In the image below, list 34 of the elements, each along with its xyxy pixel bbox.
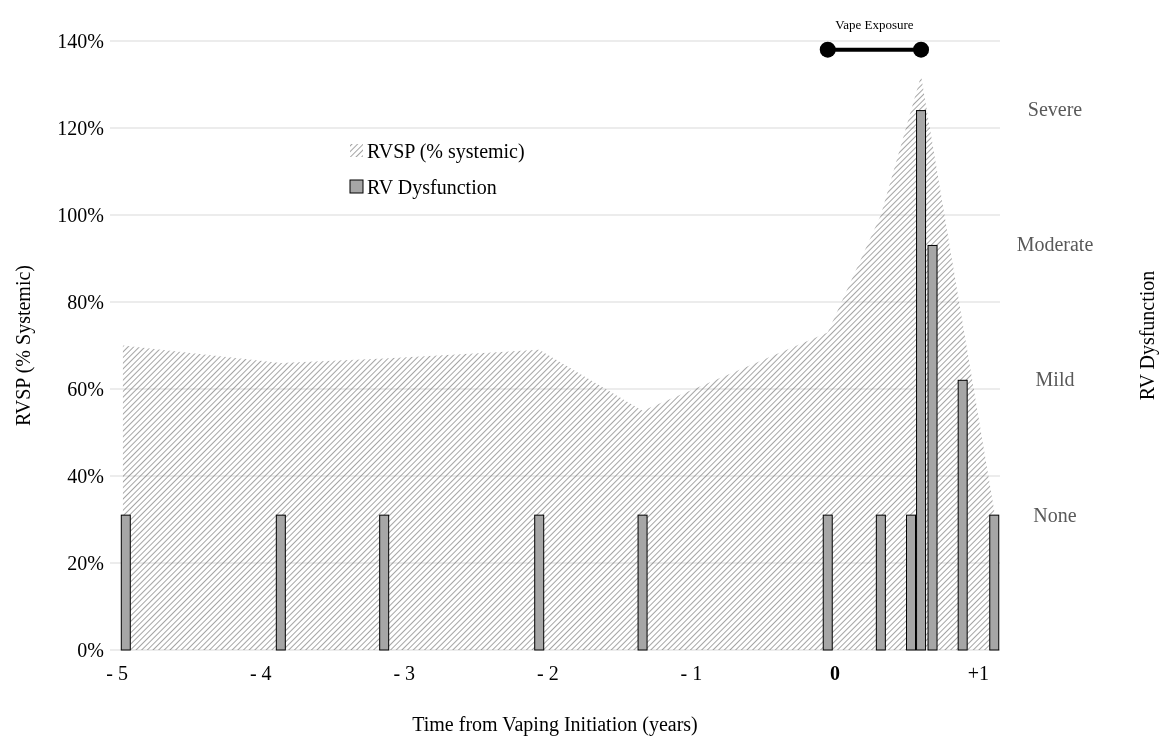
y-tick-label: 120% <box>57 117 104 139</box>
text: None <box>1033 503 1077 526</box>
y-tick-label: 140% <box>57 30 104 52</box>
bar <box>534 514 545 651</box>
bar <box>989 514 1000 651</box>
text: Severe <box>1027 97 1083 120</box>
x-tick-label: - 2 <box>536 662 559 684</box>
bar <box>379 514 390 651</box>
series-label: Vape Exposure <box>835 16 914 32</box>
x-tick-label: 0 <box>829 662 840 684</box>
bar <box>822 514 833 651</box>
y-tick-label: 0% <box>77 639 104 661</box>
bar <box>120 514 131 651</box>
bar <box>875 514 886 651</box>
legend-label: RVSP (% systemic) <box>367 140 525 163</box>
x-tick-label: - 1 <box>680 662 703 684</box>
bar <box>637 514 648 651</box>
bar <box>275 514 286 651</box>
y-tick-label: 40% <box>67 465 104 487</box>
text: Mild <box>1035 368 1075 391</box>
y-tick-label: 100% <box>57 204 104 226</box>
legend-label: RV Dysfunction <box>367 176 497 199</box>
bar <box>957 379 968 651</box>
y-tick-label: 60% <box>67 378 104 400</box>
y-tick-label: 20% <box>67 552 104 574</box>
x-tick-label: - 3 <box>393 662 416 684</box>
text: RV Dysfunction <box>1136 270 1159 401</box>
y-axis-title: RVSP (% Systemic) <box>12 265 35 426</box>
x-tick-label: - 5 <box>106 662 129 684</box>
x-axis-title: Time from Vaping Initiation (years) <box>412 713 698 736</box>
y-tick-label: 80% <box>67 291 104 313</box>
text: Moderate <box>1016 233 1094 255</box>
x-tick-label: +1 <box>967 662 990 684</box>
x-tick-label: - 4 <box>249 662 272 684</box>
